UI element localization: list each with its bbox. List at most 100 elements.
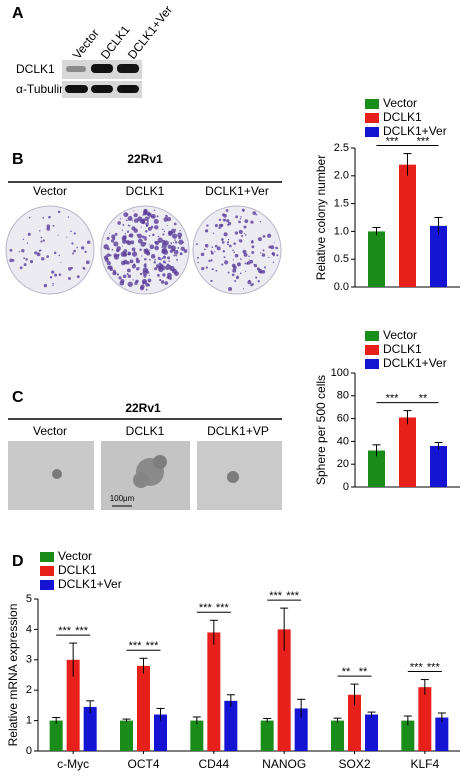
y-tick-label: 40 [337, 435, 349, 447]
colony-dot [27, 232, 31, 236]
colony-dot [234, 280, 237, 283]
error-bar [86, 700, 95, 713]
colony-dot [242, 210, 245, 212]
colony-dot [163, 217, 169, 222]
colony-dot [251, 245, 255, 249]
colony-dot [161, 257, 164, 260]
colony-dot [23, 263, 27, 267]
colony-dot [262, 234, 266, 238]
colony-dot [203, 248, 206, 251]
colony-dot [127, 274, 132, 279]
bar [430, 445, 447, 487]
colony-dot [272, 261, 275, 264]
colony-dot [234, 253, 239, 258]
error-bar [280, 607, 289, 651]
colony-dot [76, 275, 80, 279]
plate [5, 205, 95, 295]
colony-dot [211, 246, 214, 249]
colony-dot [126, 240, 132, 246]
plate [192, 205, 282, 295]
colony-dot [114, 232, 118, 236]
colony-dot [161, 239, 166, 245]
colony-dot [160, 280, 165, 284]
error-bar [437, 712, 446, 723]
colony-dot [259, 252, 262, 254]
y-axis-label: Relative colony number [314, 155, 328, 280]
colony-dot [86, 240, 91, 244]
colony-dot [141, 278, 148, 285]
colony-dot [215, 269, 218, 272]
colony-dot [66, 236, 68, 238]
group-label: DCLK1 [126, 184, 165, 198]
legend-label: Vector [383, 328, 417, 342]
colony-dot [112, 269, 116, 273]
colony-dot [231, 263, 236, 268]
blot [62, 60, 142, 98]
legend-swatch [365, 345, 379, 355]
colony-dot [143, 208, 148, 214]
colony-dot [149, 249, 151, 251]
colony-dot [239, 239, 243, 243]
y-tick-label: 0 [26, 745, 32, 757]
colony-dot [137, 238, 143, 244]
colony-dot [148, 234, 151, 237]
bar [224, 700, 238, 751]
colony-dot [110, 239, 115, 243]
y-axis-label: Sphere per 500 cells [314, 375, 328, 485]
colony-dot [127, 224, 130, 227]
colony-dot [43, 283, 48, 288]
bar [294, 708, 308, 751]
y-tick-label: 2.0 [334, 170, 349, 182]
colony-dot [221, 238, 224, 241]
colony-dot [126, 213, 129, 216]
colony-dot [67, 216, 69, 218]
colony-dot [241, 234, 244, 238]
colony-dot [155, 264, 160, 268]
colony-dot [222, 213, 225, 217]
colony-dot [267, 233, 272, 238]
colony-dot [120, 260, 126, 266]
bar [430, 225, 447, 287]
colony-dot [222, 250, 226, 253]
y-tick-label: 0.0 [334, 281, 349, 293]
colony-dot [132, 220, 134, 222]
bar [368, 450, 385, 487]
colony-dot [147, 226, 152, 231]
colony-dot [58, 254, 61, 257]
bar [399, 417, 416, 487]
colony-dot [170, 228, 176, 234]
colony-dot [250, 240, 254, 244]
colony-dot [172, 242, 175, 244]
colony-dot [252, 211, 256, 215]
colony-dot [139, 267, 141, 269]
colony-dot [200, 252, 205, 257]
colony-dot [227, 223, 230, 226]
colony-dot [49, 276, 53, 279]
error-bar [333, 717, 342, 724]
colony-dot [135, 257, 139, 261]
colony-dot [246, 262, 249, 264]
colony-dot [38, 249, 41, 252]
colony-dot [121, 229, 123, 231]
colony-dot [205, 266, 208, 269]
significance-label: *** [146, 640, 160, 652]
colony-dot [121, 245, 123, 247]
bar [368, 231, 385, 287]
x-tick-label: SOX2 [338, 757, 370, 771]
colony-dot [140, 241, 146, 247]
colony-dot [9, 258, 13, 263]
colony-dot [133, 210, 135, 212]
colony-dot [145, 249, 150, 254]
colony-dot [139, 218, 146, 224]
error-bar [350, 683, 359, 706]
colony-dot [125, 219, 128, 222]
colony-dot [170, 242, 173, 245]
colony-dot [136, 267, 140, 271]
colony-dot [181, 241, 184, 244]
colony-dot [176, 258, 178, 261]
colony-dot [57, 210, 61, 214]
significance-label: *** [216, 602, 230, 614]
colony-dot [154, 245, 159, 251]
colony-dot [206, 224, 209, 227]
legend-swatch [365, 127, 379, 137]
